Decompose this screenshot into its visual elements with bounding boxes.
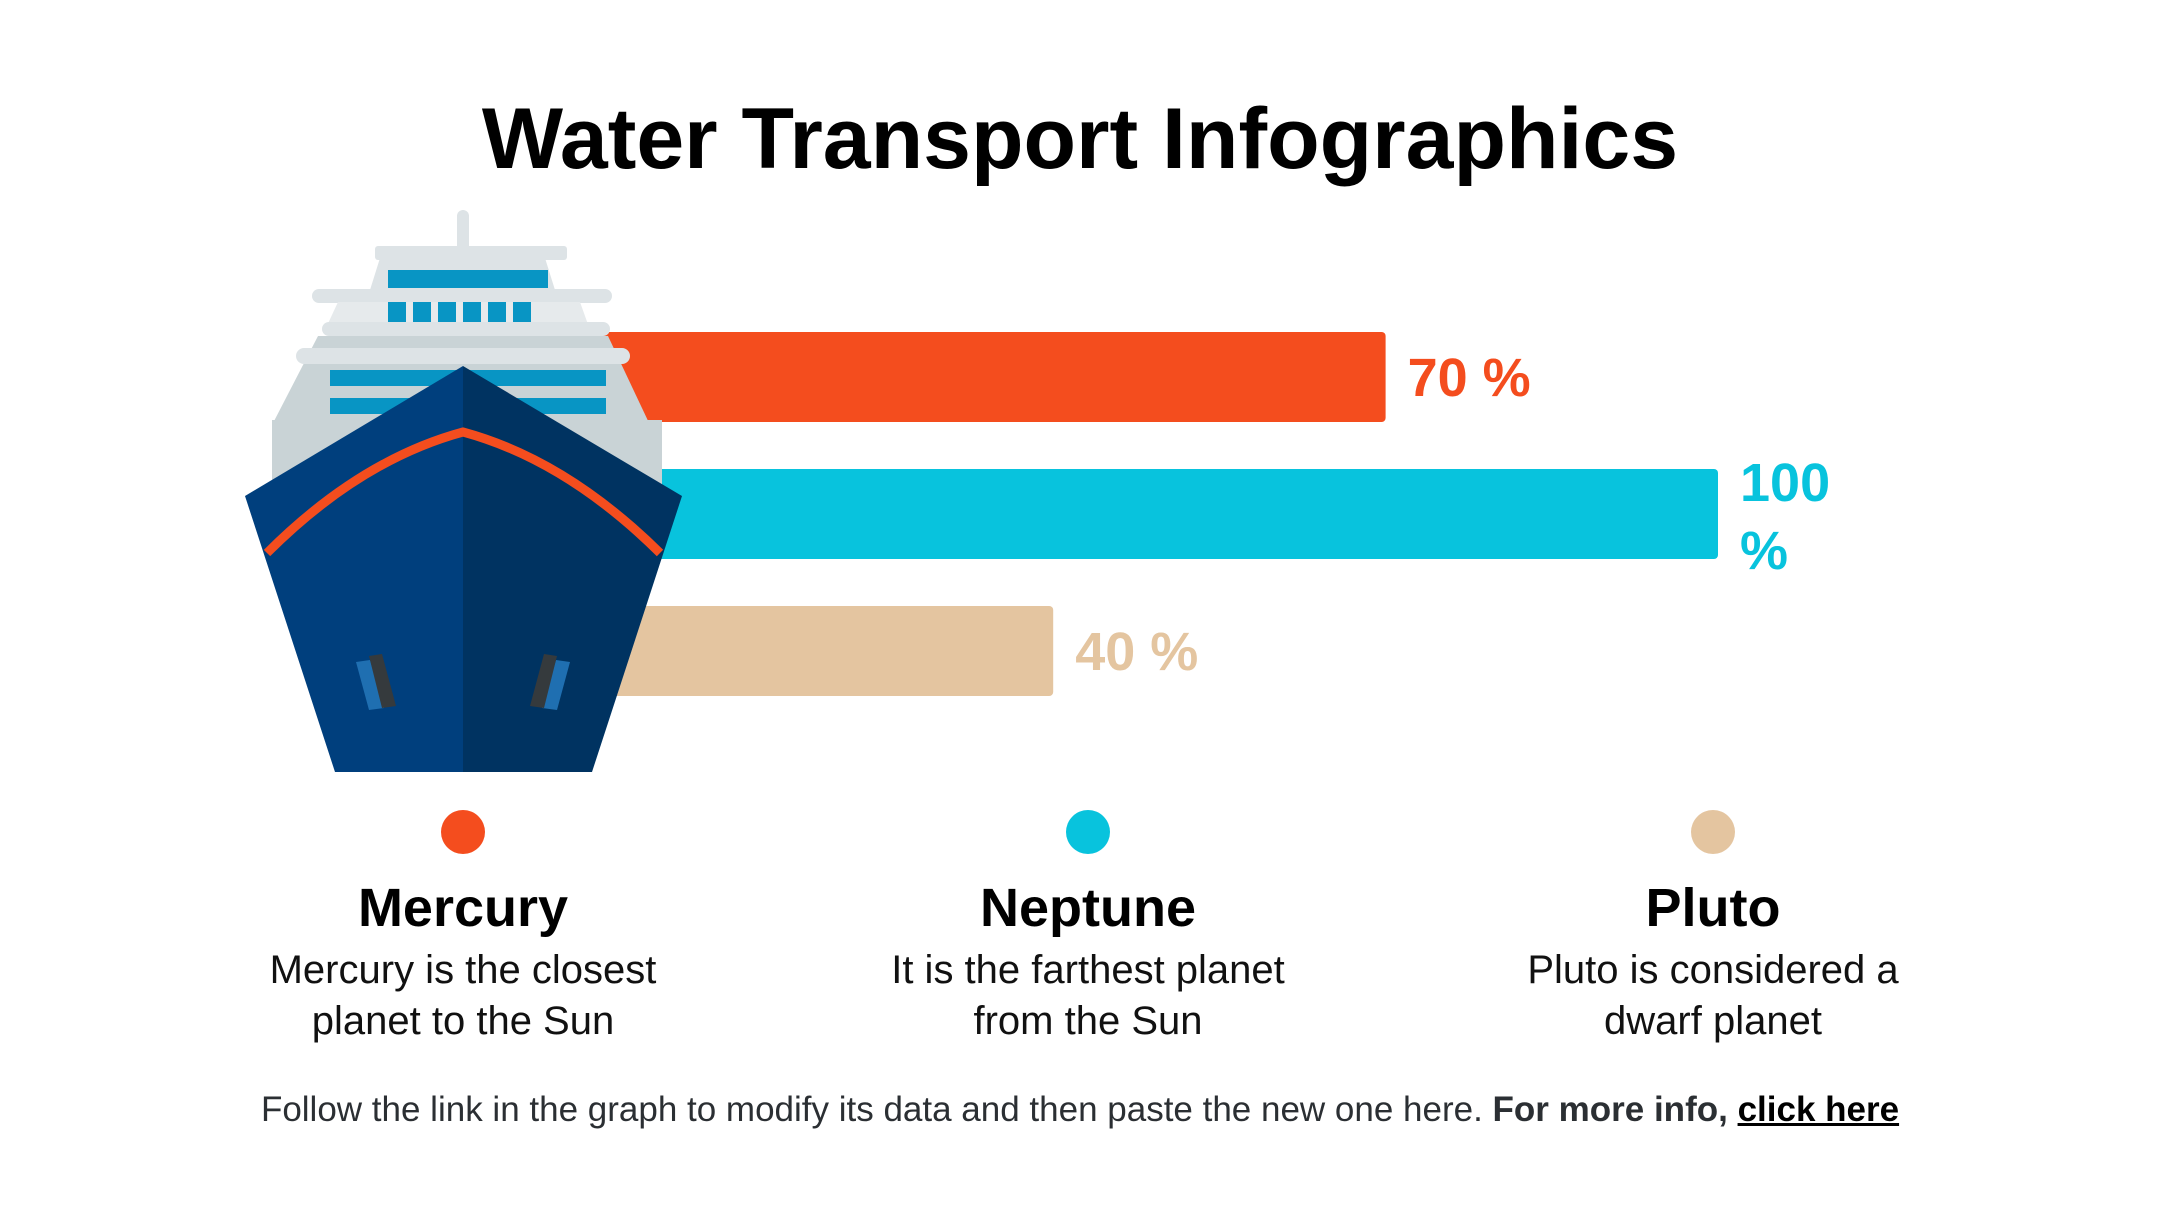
legend-desc-line: Pluto is considered a <box>1527 947 1899 992</box>
bar-chart: 70 % 100% 40 % <box>245 210 1830 772</box>
legend-item-pluto: Pluto Pluto is considered a dwarf planet <box>1433 810 1993 1047</box>
legend-item-mercury: Mercury Mercury is the closest planet to… <box>183 810 743 1047</box>
legend-desc-line: Mercury is the closest <box>269 947 657 992</box>
legend-name: Mercury <box>357 878 569 938</box>
legend-name: Pluto <box>1645 878 1781 938</box>
bar-value-label-pluto: 40 % <box>1075 622 1198 682</box>
bars-group <box>560 332 1718 696</box>
mercury-dot-icon <box>441 810 485 854</box>
legend-desc: Pluto is considered a dwarf planet <box>1433 945 1993 1047</box>
legend-desc: Mercury is the closest planet to the Sun <box>183 945 743 1047</box>
footer-note: Follow the link in the graph to modify i… <box>0 1090 2160 1130</box>
footer-more-info: For more info, <box>1492 1090 1728 1129</box>
click-here-link[interactable]: click here <box>1737 1090 1900 1129</box>
legend-name: Neptune <box>980 878 1196 938</box>
ship-icon <box>245 210 682 772</box>
value-labels-group: 70 % 100% 40 % <box>1075 348 1830 682</box>
neptune-dot-icon <box>1066 810 1110 854</box>
legend-desc: It is the farthest planet from the Sun <box>808 945 1368 1047</box>
page-title: Water Transport Infographics <box>481 91 1679 187</box>
legend-desc-line: It is the farthest planet <box>891 947 1285 992</box>
bar-pluto <box>560 606 1054 696</box>
bar-value-label-mercury: 70 % <box>1408 348 1531 408</box>
footer-text: Follow the link in the graph to modify i… <box>260 1090 1483 1129</box>
bar-mercury <box>560 332 1386 422</box>
pluto-dot-icon <box>1691 810 1735 854</box>
bar-neptune <box>560 469 1718 559</box>
legend-desc-line: planet to the Sun <box>311 998 615 1043</box>
legend-desc-line: from the Sun <box>973 998 1203 1043</box>
legend-item-neptune: Neptune It is the farthest planet from t… <box>808 810 1368 1047</box>
legend-desc-line: dwarf planet <box>1604 998 1822 1043</box>
bar-value-label-neptune: 100% <box>1740 453 1830 581</box>
